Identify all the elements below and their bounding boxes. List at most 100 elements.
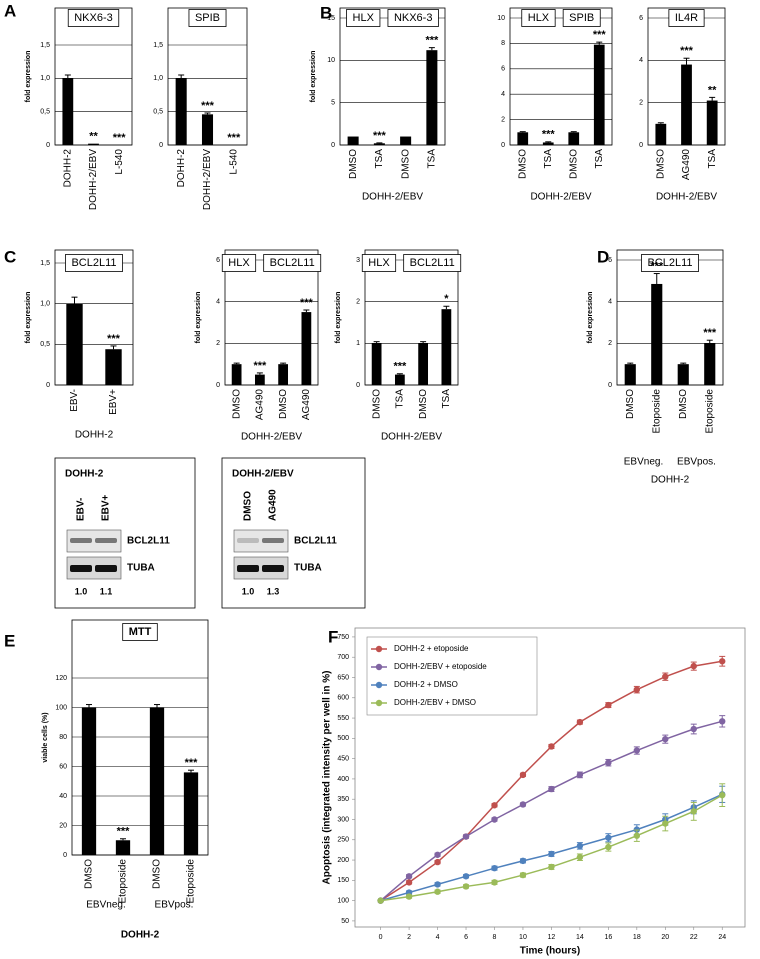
blot-band	[70, 538, 92, 543]
blot-band	[237, 565, 259, 572]
legend-marker	[375, 645, 383, 653]
bar	[542, 142, 554, 145]
title-box	[67, 9, 120, 27]
title-box	[668, 9, 705, 27]
data-point	[377, 897, 384, 904]
bar	[651, 283, 663, 385]
y-tick-label: 5	[331, 100, 335, 107]
panel-label: B	[320, 3, 332, 22]
data-point	[434, 851, 441, 858]
y-tick-label: 8	[501, 40, 505, 47]
bar	[201, 114, 214, 145]
x-tick-label: 14	[576, 934, 584, 941]
y-tick-label: 0	[356, 382, 360, 389]
x-tick-label: DMSO	[371, 389, 382, 419]
x-tick-label: Etoposide	[704, 389, 715, 434]
data-point	[548, 863, 555, 871]
x-tick-label: 20	[661, 934, 669, 941]
y-tick-label: 60	[59, 763, 67, 770]
data-point	[434, 888, 441, 895]
significance-label: ***	[542, 129, 556, 141]
y-axis-label: viable cells (%)	[42, 712, 49, 762]
data-point	[462, 873, 470, 880]
x-tick-label: DMSO	[655, 149, 666, 179]
y-tick-label: 0,5	[153, 109, 163, 116]
y-tick-label: 6	[501, 66, 505, 73]
x-tick-label: DOHH-2/EBV	[202, 149, 213, 210]
title-box	[263, 254, 322, 272]
y-axis-label: fold expression	[25, 51, 32, 103]
panel-label: E	[4, 631, 15, 650]
x-tick-label: DMSO	[152, 859, 163, 889]
y-tick-label: 350	[337, 796, 349, 803]
data-point	[576, 854, 584, 861]
data-point	[434, 858, 441, 866]
x-axis-label: DOHH-2/EBV	[656, 192, 717, 203]
y-tick-label: 1,5	[40, 260, 50, 267]
significance-label: ***	[373, 130, 387, 142]
significance-label: ***	[185, 757, 199, 769]
x-tick-label: Etoposide	[651, 389, 662, 434]
data-point	[519, 801, 527, 808]
x-tick-label: 2	[407, 934, 411, 941]
bar	[517, 132, 529, 145]
x-tick-label: DMSO	[231, 389, 242, 419]
blot-band	[95, 565, 117, 572]
blot-ratio: 1.0	[242, 586, 255, 596]
x-tick-label: 24	[718, 934, 726, 941]
group-label: EBVpos.	[677, 457, 716, 468]
chart-title: SPIB	[195, 12, 220, 24]
y-tick-label: 20	[59, 822, 67, 829]
blot-box	[54, 457, 196, 609]
significance-label: ***	[425, 35, 439, 47]
bar	[677, 364, 689, 385]
y-tick-label: 100	[55, 704, 67, 711]
y-tick-label: 550	[337, 715, 349, 722]
bar	[394, 374, 405, 385]
title-box	[122, 623, 158, 641]
x-tick-label: DMSO	[418, 389, 429, 419]
x-axis-label: DOHH-2/EBV	[381, 432, 442, 443]
data-point	[605, 701, 612, 709]
y-tick-label: 0,5	[40, 341, 50, 348]
lane-label: AG490	[268, 489, 279, 521]
chart-title: NKX6-3	[74, 12, 113, 24]
significance-label: ***	[117, 826, 131, 838]
chart-title: SPIB	[569, 12, 594, 24]
blot-row-label: BCL2L11	[127, 536, 170, 547]
bar	[88, 143, 99, 145]
x-axis-label: DOHH-2	[121, 930, 160, 941]
x-tick-label: DMSO	[568, 149, 579, 179]
bar	[568, 132, 580, 145]
significance-label: ***	[393, 361, 407, 373]
data-point	[719, 791, 726, 799]
bar	[704, 343, 716, 385]
y-tick-label: 500	[337, 735, 349, 742]
bar	[175, 78, 187, 145]
bar	[183, 772, 199, 855]
y-tick-label: 1,0	[40, 301, 50, 308]
y-tick-label: 150	[337, 877, 349, 884]
y-tick-label: 6	[216, 257, 220, 264]
x-tick-label: Etoposide	[118, 859, 129, 904]
data-point	[462, 883, 470, 890]
y-tick-label: 6	[639, 15, 643, 22]
y-tick-label: 1,0	[40, 75, 50, 82]
chart-title: BCL2L11	[647, 257, 692, 269]
x-tick-label: TSA	[374, 149, 385, 169]
data-point	[662, 820, 669, 827]
title-box	[188, 9, 227, 27]
bar	[418, 343, 429, 385]
bar	[624, 364, 636, 385]
x-tick-label: 10	[519, 934, 527, 941]
data-point	[633, 686, 641, 693]
data-point	[662, 735, 669, 743]
x-tick-label: TSA	[543, 149, 554, 169]
chart-title: BCL2L11	[410, 257, 455, 269]
bar	[441, 309, 452, 385]
title-box	[65, 254, 123, 272]
title-box	[521, 9, 556, 27]
title-box	[641, 254, 699, 272]
data-point	[519, 871, 527, 879]
bar	[593, 44, 605, 145]
